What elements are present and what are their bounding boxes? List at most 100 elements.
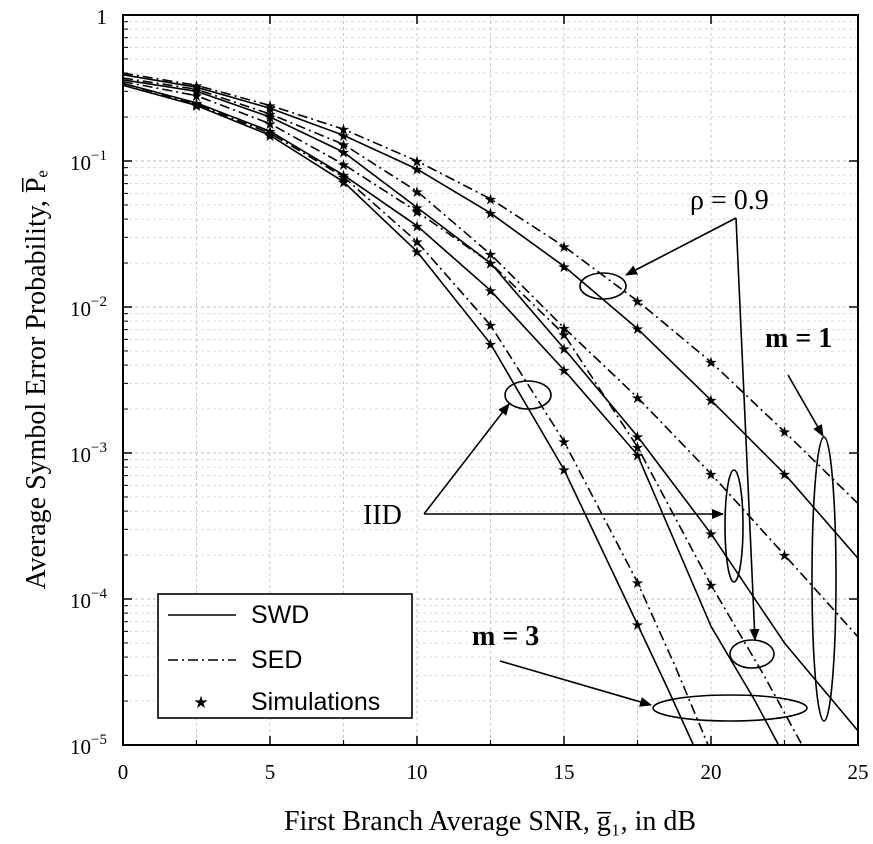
simulation-point: ★: [337, 173, 350, 191]
legend-simulations-label: Simulations: [251, 688, 380, 716]
simulation-point: ★: [704, 525, 717, 543]
m3-arrow: [499, 660, 652, 707]
points-layer: ★★★★★★★★★★★★★★★★★★★★★★★★★★★★★★★★★★★★★★★★…: [190, 77, 791, 634]
simulation-point: ★: [337, 168, 350, 186]
simulation-point: ★: [631, 292, 644, 310]
simulation-point: ★: [410, 153, 423, 171]
simulation-point: ★: [631, 320, 644, 338]
simulation-point: ★: [190, 96, 203, 114]
simulation-point: ★: [410, 183, 423, 201]
simulation-point: ★: [190, 79, 203, 97]
simulation-point: ★: [337, 127, 350, 145]
legend-sed-label: SED: [251, 646, 302, 674]
simulation-point: ★: [410, 161, 423, 179]
simulation-point: ★: [263, 109, 276, 127]
simulation-point: ★: [337, 136, 350, 154]
simulation-point: ★: [704, 465, 717, 483]
x-tick-label: 5: [265, 760, 276, 784]
simulation-point: ★: [410, 217, 423, 235]
simulation-point: ★: [263, 115, 276, 133]
simulation-point: ★: [631, 574, 644, 592]
simulation-point: ★: [557, 461, 570, 479]
x-tick-label: 0: [118, 760, 129, 784]
x-tick-label: 10: [407, 760, 428, 784]
x-tick-label: 20: [701, 760, 722, 784]
y-tick-label: 10−5: [70, 732, 107, 759]
series-dashdot-2: [123, 77, 858, 638]
simulation-point: ★: [557, 258, 570, 276]
simulation-point: ★: [190, 81, 203, 99]
rho-ellipse: [579, 272, 627, 300]
series-dashdot-0: [123, 72, 858, 505]
simulation-point: ★: [484, 282, 497, 300]
m1-arrow: [787, 374, 824, 437]
simulation-point: ★: [263, 100, 276, 118]
simulation-point: ★: [704, 392, 717, 410]
series-solid-7: [123, 84, 695, 745]
simulation-point: ★: [704, 354, 717, 372]
simulation-point: ★: [484, 205, 497, 223]
x-tick-label: 25: [848, 760, 869, 784]
rho-label: ρ = 0.9: [690, 185, 769, 216]
simulation-point: ★: [557, 362, 570, 380]
simulation-point: ★: [190, 77, 203, 95]
x-tick-label: 15: [554, 760, 575, 784]
simulation-point: ★: [263, 123, 276, 141]
simulation-point: ★: [778, 465, 791, 483]
iid-arrow-1: [423, 403, 510, 515]
iid-ellipse-m1: [724, 469, 744, 583]
ticks: 0 5 10 15 20 25 10−5 10−4 10−3 10−2 10−1 1: [70, 5, 868, 784]
simulation-point: ★: [484, 190, 497, 208]
y-tick-label: 10−2: [70, 294, 107, 321]
simulation-point: ★: [631, 389, 644, 407]
rho-arrow-1: [625, 217, 737, 276]
simulation-point: ★: [263, 125, 276, 143]
series-dashdot-6: [123, 82, 709, 745]
simulation-point: ★: [263, 105, 276, 123]
simulation-point: ★: [190, 87, 203, 105]
simulation-point: ★: [484, 255, 497, 273]
y-axis-title: Average Symbol Error Probability, P̅ₑ: [21, 170, 52, 589]
series-solid-1: [123, 73, 858, 559]
simulation-point: ★: [410, 243, 423, 261]
simulation-point: ★: [557, 238, 570, 256]
simulation-point: ★: [484, 255, 497, 273]
m3-label: m = 3: [472, 621, 539, 652]
simulation-point: ★: [410, 199, 423, 217]
simulation-point: ★: [631, 428, 644, 446]
simulation-point: ★: [337, 121, 350, 139]
series-layer: [123, 72, 858, 745]
simulation-point: ★: [778, 423, 791, 441]
simulation-point: ★: [631, 616, 644, 634]
rho-arrow-2: [735, 217, 760, 641]
simulation-point: ★: [557, 326, 570, 344]
simulation-point: ★: [484, 246, 497, 264]
simulation-point: ★: [190, 94, 203, 112]
simulation-point: ★: [704, 576, 717, 594]
simulation-point: ★: [337, 167, 350, 185]
legend-star-marker: ★: [193, 693, 208, 713]
series-solid-5: [123, 82, 780, 745]
iid-label: IID: [363, 500, 402, 531]
simulation-point: ★: [778, 547, 791, 565]
annotation-arrows: [423, 217, 824, 707]
simulation-point: ★: [557, 433, 570, 451]
simulation-point: ★: [337, 156, 350, 174]
y-tick-label: 10−1: [70, 148, 107, 175]
simulation-point: ★: [557, 319, 570, 337]
simulation-point: ★: [410, 203, 423, 221]
simulation-point: ★: [337, 144, 350, 162]
simulation-point: ★: [263, 97, 276, 115]
y-tick-label: 10−3: [70, 440, 107, 467]
simulation-point: ★: [263, 127, 276, 145]
legend-swd-label: SWD: [251, 601, 309, 629]
simulation-point: ★: [631, 438, 644, 456]
iid-ellipse-m3: [504, 380, 552, 410]
simulation-point: ★: [190, 83, 203, 101]
simulation-point: ★: [410, 233, 423, 251]
x-axis-title: First Branch Average SNR, g̅₁, in dB: [284, 806, 696, 837]
series-dashdot-4: [123, 80, 803, 745]
y-tick-label: 1: [97, 5, 108, 29]
simulation-point: ★: [484, 317, 497, 335]
